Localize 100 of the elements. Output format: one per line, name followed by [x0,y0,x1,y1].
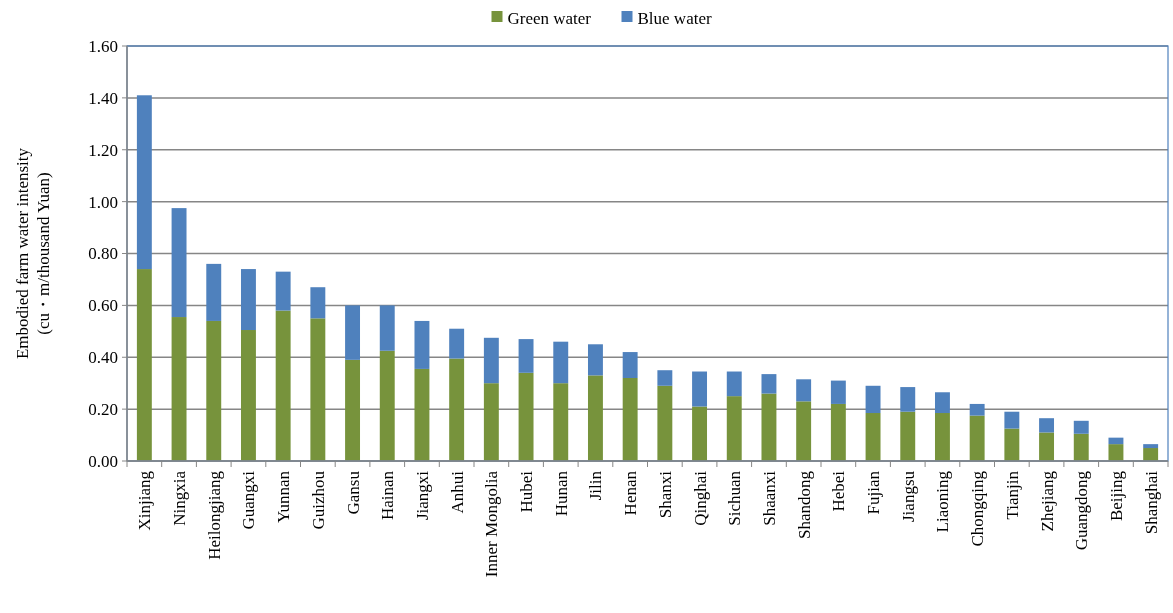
bar [171,317,187,461]
x-tick-label: Guizhou [308,470,328,530]
bar [796,379,812,402]
bar [830,380,846,404]
bar [1108,437,1124,445]
x-tick-label: Yunnan [274,470,294,523]
x-tick-label: Hebei [829,470,849,512]
bar [1039,432,1055,461]
x-tick-label: Beijing [1106,470,1126,522]
bar [136,95,152,270]
bar [761,374,777,394]
bar [692,406,708,461]
x-tick-label: Shanxi [655,470,675,519]
bar [865,413,881,461]
bar [830,403,846,461]
bar [969,403,985,416]
legend-label: Blue water [637,8,712,28]
bar [414,368,430,461]
bar [934,392,950,414]
bar [518,372,534,461]
x-tick-label: Chongqing [968,470,988,547]
bar [379,350,395,461]
bar [240,269,256,331]
bar [587,344,603,376]
bar [657,385,673,461]
x-tick-label: Heilongjiang [204,470,224,560]
bar [449,358,465,461]
bar [483,337,499,384]
x-tick-label: Shanghai [1141,470,1161,535]
x-tick-label: Shaanxi [759,470,779,526]
y-tick-label: 0.20 [88,400,118,420]
x-tick-label: Henan [621,470,641,516]
bar [310,287,326,319]
bar [553,341,569,384]
x-tick-label: Jiangsu [898,470,918,522]
bar [865,385,881,414]
bar [1108,444,1124,461]
bar [275,310,291,461]
y-tick-label: 1.20 [88,140,118,160]
y-tick-label: 1.00 [88,192,118,212]
bar [934,413,950,461]
bar [345,305,361,360]
bar [796,401,812,461]
x-tick-label: Guangdong [1072,470,1092,551]
bar [345,359,361,461]
x-tick-label: Shandong [794,470,814,539]
bar [206,320,222,461]
bar [726,396,742,461]
x-tick-label: Tianjin [1002,470,1022,520]
bar [275,271,291,311]
bar [1039,418,1055,433]
bar [761,393,777,461]
bar [449,328,465,359]
bar [692,371,708,407]
bar [1143,444,1159,449]
x-tick-label: Ningxia [170,470,189,526]
bar [657,370,673,386]
bar [622,352,638,378]
bar [379,305,395,351]
bar [240,330,256,461]
bar [900,411,916,461]
bar [1004,411,1020,429]
x-tick-label: Xinjiang [135,470,155,531]
x-tick-label: Hunan [551,470,571,517]
x-tick-label: Jilin [586,470,606,501]
y-axis-title: Embodied farm water intensity (cu・m/thousand Yuan) [13,147,53,360]
x-tick-label: Anhui [447,470,467,514]
bar [1143,448,1159,461]
bar [1073,420,1089,434]
bar [969,415,985,461]
bar [206,263,222,321]
bar [414,320,430,369]
x-tick-label: Qinghai [690,470,710,526]
bar [622,378,638,461]
y-tick-label: 0.80 [88,244,118,264]
bar [587,375,603,461]
x-tick-label: Jiangxi [412,470,432,521]
bar [900,387,916,412]
bar [1004,428,1020,461]
x-tick-label: Gansu [343,470,363,515]
y-tick-label: 0.60 [88,296,118,316]
bar [553,383,569,461]
x-tick-label: Inner Mongolia [482,470,502,578]
bar [171,208,187,318]
x-tick-label: Hubei [517,470,536,513]
x-tick-label: Zhejiang [1037,470,1057,532]
bar [518,339,534,373]
x-tick-label: Hainan [378,470,398,521]
y-tick-label: 0.00 [88,451,118,471]
x-tick-label: Fujian [864,470,883,515]
legend-label: Green water [507,8,592,28]
bar [1073,433,1089,461]
bar [136,269,152,461]
y-tick-label: 0.40 [88,348,118,368]
x-tick-label: Sichuan [725,470,745,526]
bar [726,371,742,397]
bar [310,318,326,461]
y-tick-label: 1.40 [88,88,118,108]
bar [483,383,499,461]
y-tick-label: 1.60 [88,36,118,56]
